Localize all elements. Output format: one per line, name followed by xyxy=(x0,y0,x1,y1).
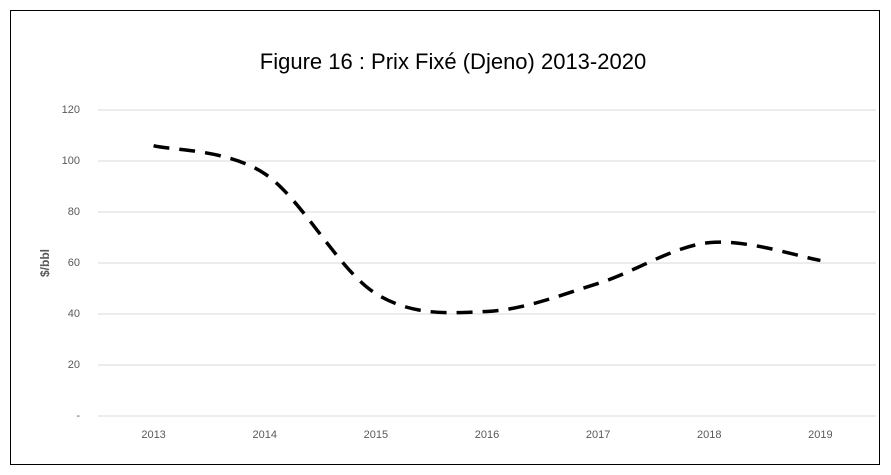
y-tick-label: 60 xyxy=(68,257,80,269)
y-tick-label: 80 xyxy=(68,206,80,218)
x-tick-label: 2019 xyxy=(808,429,832,441)
x-tick-label: 2014 xyxy=(252,429,276,441)
x-tick-label: 2015 xyxy=(364,429,388,441)
y-tick-label: 100 xyxy=(62,155,80,167)
x-tick-label: 2018 xyxy=(697,429,721,441)
chart-frame xyxy=(10,10,880,465)
x-tick-label: 2013 xyxy=(141,429,165,441)
y-axis-label: $/bbl xyxy=(38,249,52,277)
y-tick-label: 120 xyxy=(62,104,80,116)
line-series xyxy=(153,143,821,315)
x-tick-label: 2017 xyxy=(586,429,610,441)
x-tick-label: 2016 xyxy=(475,429,499,441)
chart-title: Figure 16 : Prix Fixé (Djeno) 2013-2020 xyxy=(260,49,646,74)
y-tick-label: - xyxy=(76,410,80,422)
y-tick-label: 40 xyxy=(68,308,80,320)
y-tick-label: 20 xyxy=(68,359,80,371)
